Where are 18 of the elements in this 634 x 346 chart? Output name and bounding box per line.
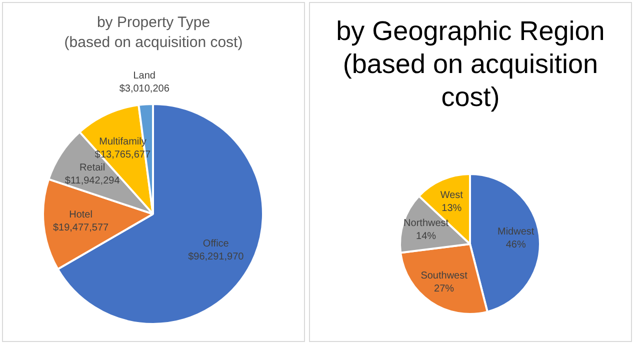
slice-label: Hotel — [69, 210, 92, 221]
data-label: $11,942,294 — [64, 175, 120, 186]
data-label: $19,477,577 — [52, 222, 110, 234]
data-label: $96,291,970 — [188, 252, 244, 263]
slice-label: Retail — [80, 162, 106, 174]
slice-label: Northwest — [404, 218, 449, 229]
slice-label: Land — [133, 70, 156, 82]
data-label: 13% — [442, 202, 462, 214]
data-label: 46% — [506, 239, 526, 250]
slice-label: Midwest — [497, 226, 534, 238]
chart-title: by Geographic Region (based on acquisition cost) — [335, 15, 606, 114]
data-label: $3,010,206 — [119, 84, 170, 95]
slice-label: West — [440, 190, 464, 201]
slice-label: Southwest — [420, 270, 468, 282]
data-label: 27% — [434, 283, 454, 294]
slice-label: Office — [202, 238, 230, 250]
chart-title: by Property Type (based on acquisition cost) — [63, 13, 244, 53]
data-label: 14% — [416, 230, 436, 242]
